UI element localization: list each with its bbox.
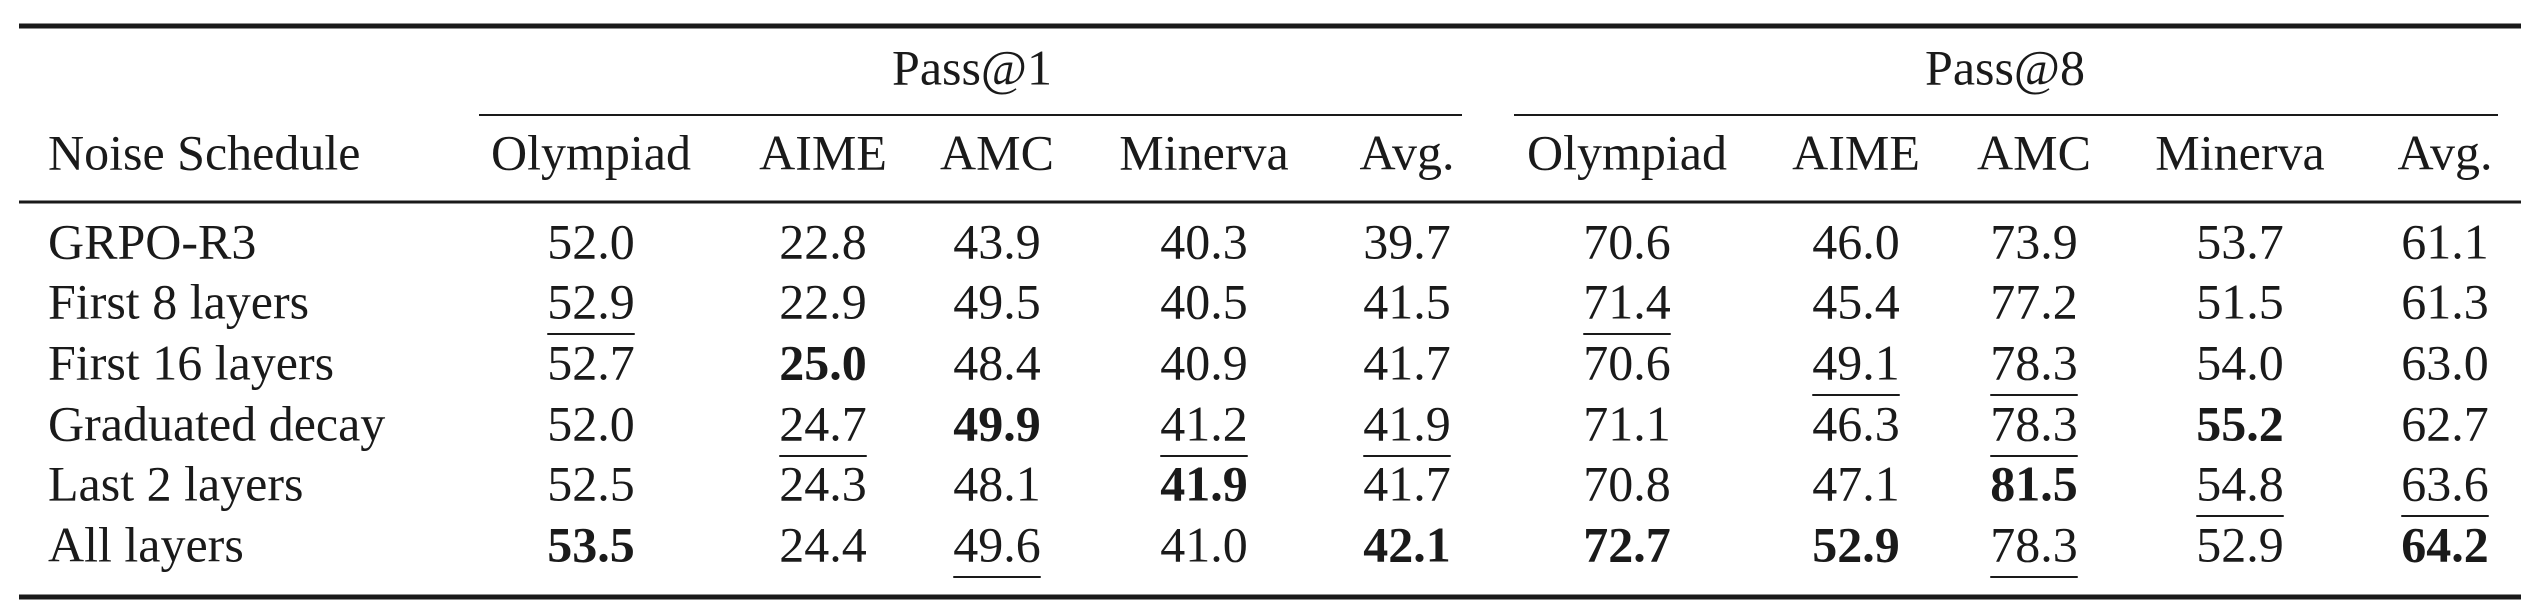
cell: 54.8 (2196, 455, 2284, 511)
cell: 24.7 (779, 395, 867, 451)
cell: 73.9 (1990, 213, 2078, 269)
group-header: Pass@1 (892, 39, 1052, 95)
cell: 52.5 (547, 455, 635, 511)
cell: 52.9 (1812, 516, 1900, 572)
cell: 40.5 (1160, 273, 1248, 329)
column-header: Avg. (2398, 124, 2493, 180)
cell: 40.3 (1160, 213, 1248, 269)
cell: 63.6 (2401, 455, 2489, 511)
cell: 49.5 (953, 273, 1041, 329)
cell: 51.5 (2196, 273, 2284, 329)
cell: 41.0 (1160, 516, 1248, 572)
column-header: Avg. (1360, 124, 1455, 180)
cell: 52.9 (547, 273, 635, 329)
column-header: AIME (1792, 124, 1920, 180)
cell: 70.6 (1583, 334, 1671, 390)
cell: 48.4 (953, 334, 1041, 390)
column-header: Minerva (2155, 124, 2324, 180)
cell: 22.9 (779, 273, 867, 329)
cell: 41.7 (1363, 334, 1451, 390)
cell: 70.6 (1583, 213, 1671, 269)
cell: 52.0 (547, 213, 635, 269)
row-label: All layers (48, 516, 244, 572)
column-header: AMC (1977, 124, 2091, 180)
column-header: Olympiad (491, 124, 691, 180)
cell: 25.0 (779, 334, 867, 390)
cell: 49.1 (1812, 334, 1900, 390)
cell: 49.9 (953, 395, 1041, 451)
cell: 40.9 (1160, 334, 1248, 390)
cell: 63.0 (2401, 334, 2489, 390)
cell: 48.1 (953, 455, 1041, 511)
cell: 71.1 (1583, 395, 1671, 451)
cell: 71.4 (1583, 273, 1671, 329)
cell: 55.2 (2196, 395, 2284, 451)
cell: 41.5 (1363, 273, 1451, 329)
cell: 70.8 (1583, 455, 1671, 511)
cell: 53.5 (547, 516, 635, 572)
row-label: GRPO-R3 (48, 213, 256, 269)
cell: 81.5 (1990, 455, 2078, 511)
cell: 22.8 (779, 213, 867, 269)
column-header: AIME (759, 124, 887, 180)
cell: 61.1 (2401, 213, 2489, 269)
cell: 41.7 (1363, 455, 1451, 511)
cell: 52.7 (547, 334, 635, 390)
cell: 77.2 (1990, 273, 2078, 329)
cell: 42.1 (1363, 516, 1451, 572)
cell: 43.9 (953, 213, 1041, 269)
cell: 24.3 (779, 455, 867, 511)
cell: 41.2 (1160, 395, 1248, 451)
cell: 54.0 (2196, 334, 2284, 390)
cell: 78.3 (1990, 395, 2078, 451)
column-header: Noise Schedule (48, 124, 360, 180)
column-header: Olympiad (1527, 124, 1727, 180)
cell: 45.4 (1812, 273, 1900, 329)
cell: 41.9 (1363, 395, 1451, 451)
cell: 78.3 (1990, 516, 2078, 572)
cell: 52.0 (547, 395, 635, 451)
row-label: First 16 layers (48, 334, 334, 390)
cell: 49.6 (953, 516, 1041, 572)
column-header: Minerva (1119, 124, 1288, 180)
cell: 61.3 (2401, 273, 2489, 329)
cell: 41.9 (1160, 455, 1248, 511)
cell: 72.7 (1583, 516, 1671, 572)
column-header: AMC (940, 124, 1054, 180)
row-label: Last 2 layers (48, 455, 303, 511)
cell: 64.2 (2401, 516, 2489, 572)
cell: 46.0 (1812, 213, 1900, 269)
cell: 39.7 (1363, 213, 1451, 269)
cell: 78.3 (1990, 334, 2078, 390)
cell: 24.4 (779, 516, 867, 572)
cell: 53.7 (2196, 213, 2284, 269)
cell: 52.9 (2196, 516, 2284, 572)
cell: 62.7 (2401, 395, 2489, 451)
row-label: First 8 layers (48, 273, 309, 329)
group-header: Pass@8 (1925, 39, 2085, 95)
row-label: Graduated decay (48, 395, 385, 451)
cell: 46.3 (1812, 395, 1900, 451)
cell: 47.1 (1812, 455, 1900, 511)
